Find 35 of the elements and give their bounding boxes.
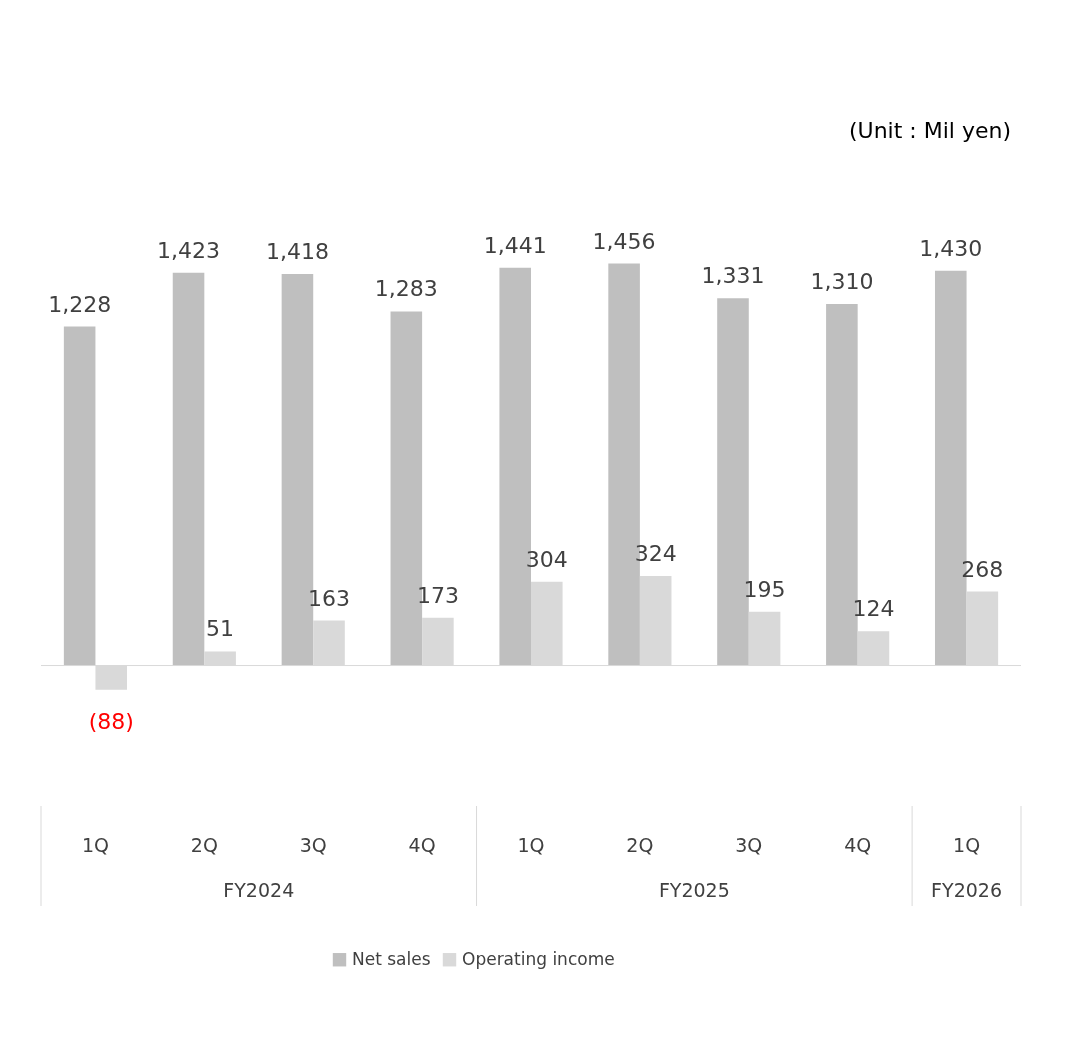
x-tick-label: 4Q bbox=[844, 834, 872, 856]
data-label: 268 bbox=[961, 556, 1004, 582]
data-label: 1,441 bbox=[483, 232, 547, 258]
x-tick-label: 3Q bbox=[735, 834, 763, 856]
data-label: 1,418 bbox=[265, 239, 329, 265]
text: FY2025 bbox=[658, 879, 730, 901]
data-label: 1,310 bbox=[810, 268, 874, 294]
data-label: 124 bbox=[852, 596, 895, 622]
data-label: 304 bbox=[525, 546, 568, 572]
data-label: 195 bbox=[743, 576, 786, 602]
bar bbox=[63, 326, 96, 666]
data-label: (88) bbox=[88, 708, 134, 734]
x-tick-label: 2Q bbox=[190, 834, 218, 856]
data-label: 1,430 bbox=[919, 235, 983, 261]
data-label: 1,283 bbox=[374, 276, 438, 302]
legend-label: Net sales bbox=[352, 948, 431, 969]
data-label: 1,331 bbox=[701, 263, 765, 289]
x-tick-label: 4Q bbox=[408, 834, 436, 856]
bar bbox=[172, 272, 205, 666]
x-tick-label: 1Q bbox=[953, 834, 981, 856]
x-tick-label: 2Q bbox=[626, 834, 654, 856]
x-tick-label: 1Q bbox=[517, 834, 545, 856]
data-label: 51 bbox=[206, 616, 235, 642]
data-label: 163 bbox=[308, 585, 351, 611]
legend-label: Operating income bbox=[462, 948, 615, 969]
x-tick-label: 3Q bbox=[299, 834, 327, 856]
data-label: 173 bbox=[416, 582, 459, 608]
data-label: 1,423 bbox=[157, 237, 221, 263]
text: FY2024 bbox=[223, 879, 295, 901]
data-label: 324 bbox=[634, 541, 677, 567]
text: (Unit : Mil yen) bbox=[848, 118, 1011, 143]
data-label: 1,228 bbox=[48, 291, 112, 317]
x-tick-label: 1Q bbox=[81, 834, 109, 856]
data-label: 1,456 bbox=[592, 228, 656, 254]
text: FY2026 bbox=[931, 879, 1002, 901]
